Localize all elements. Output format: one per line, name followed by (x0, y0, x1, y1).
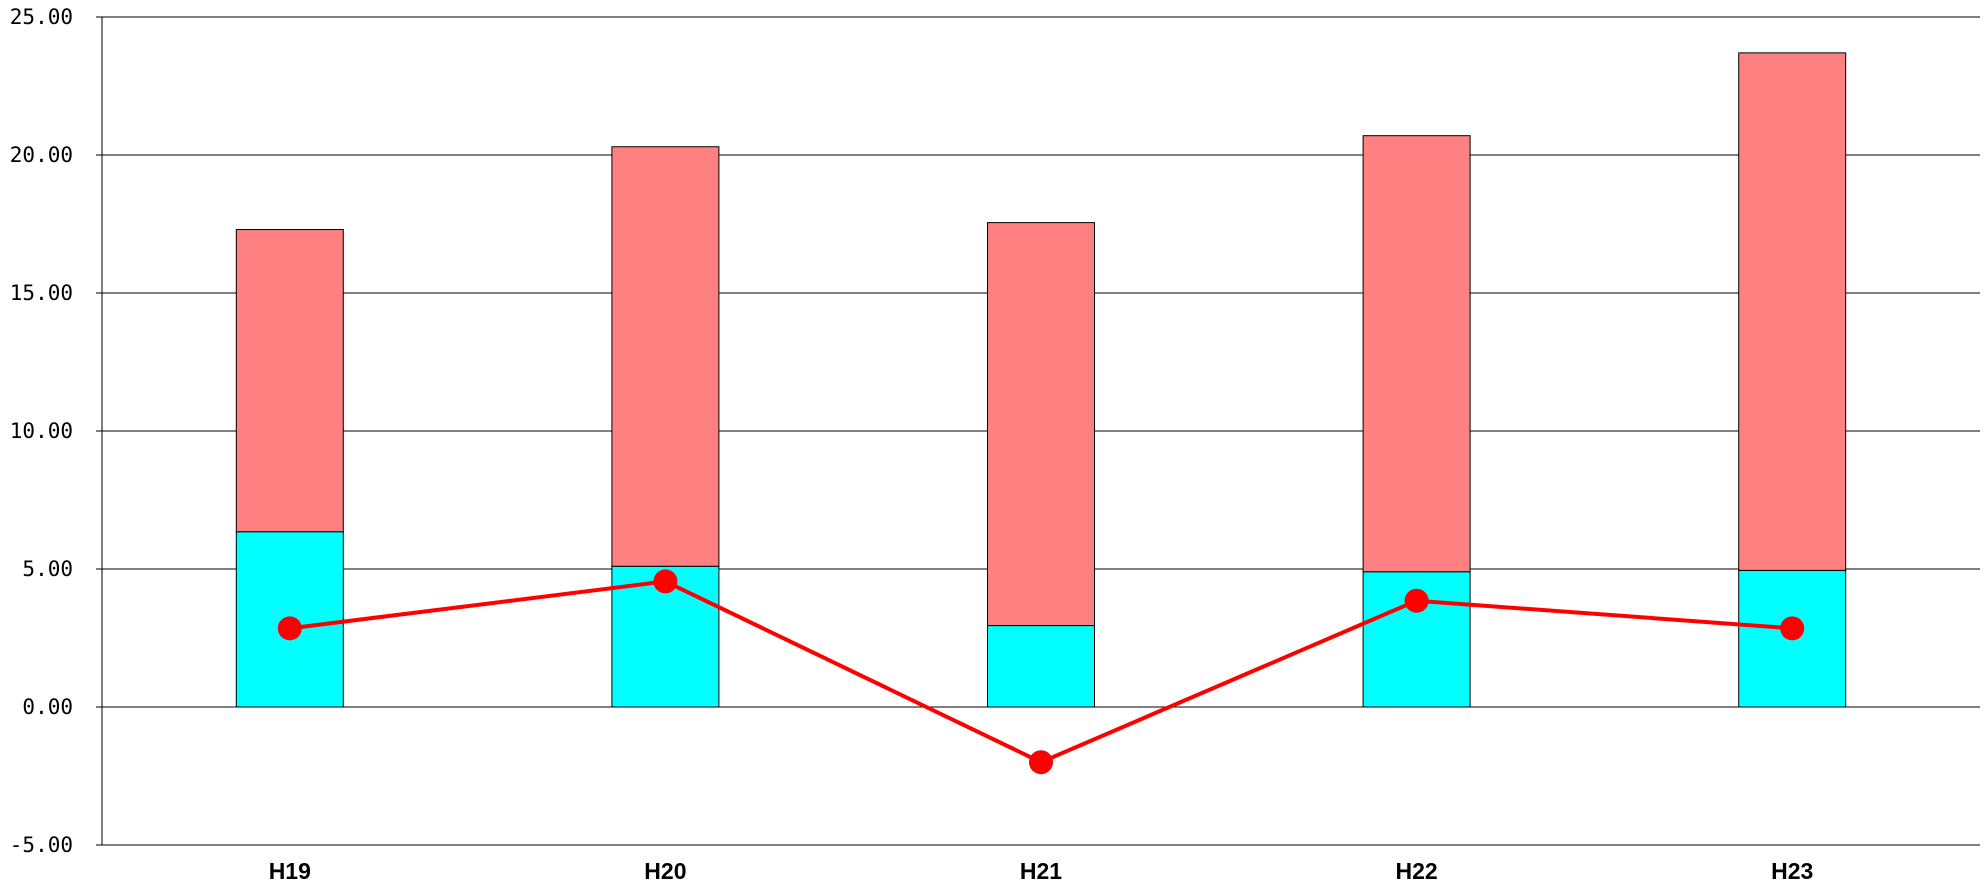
line-point (277, 616, 302, 641)
bar-segment (987, 625, 1095, 708)
x-category-label: H19 (269, 858, 311, 884)
bar-segment (235, 229, 344, 533)
y-tick-label: 10.00 (10, 419, 73, 443)
bar-segment (987, 222, 1095, 627)
bar-segment (611, 146, 720, 567)
line-point (1780, 616, 1805, 641)
y-axis-tick-labels: 25.00 20.00 15.00 10.00 5.00 0.00 -5.00 (10, 5, 73, 857)
bar-segment (1362, 135, 1471, 573)
bar-segment (1738, 52, 1847, 571)
axes (96, 16, 1980, 846)
y-tick-label: 25.00 (10, 5, 73, 29)
bars (235, 52, 1847, 708)
y-tick-label: -5.00 (10, 833, 73, 857)
y-tick-label: 15.00 (10, 281, 73, 305)
x-category-label: H21 (1020, 858, 1062, 884)
x-axis-category-labels: H19 H20 H21 H22 H23 (269, 858, 1814, 884)
y-tick-label: 20.00 (10, 143, 73, 167)
line-series (277, 569, 1805, 775)
line-point (1029, 750, 1053, 775)
y-tick-label: 5.00 (22, 557, 73, 581)
x-category-label: H23 (1771, 858, 1813, 884)
line-point (653, 569, 678, 594)
x-category-label: H22 (1395, 858, 1437, 884)
line-point (1404, 588, 1429, 613)
x-category-label: H20 (644, 858, 686, 884)
y-tick-label: 0.00 (22, 695, 73, 719)
